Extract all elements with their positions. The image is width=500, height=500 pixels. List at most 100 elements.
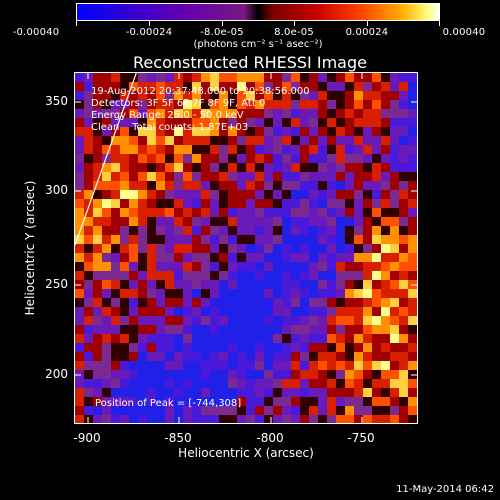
heatmap-cell (291, 397, 300, 406)
heatmap-cell (282, 208, 291, 217)
heatmap-cell (102, 91, 111, 100)
heatmap-cell (390, 352, 399, 361)
heatmap-cell (264, 415, 273, 423)
heatmap-cell (84, 370, 93, 379)
heatmap-cell (390, 406, 399, 415)
heatmap-cell (291, 208, 300, 217)
heatmap-cell (138, 298, 147, 307)
heatmap-cell (291, 100, 300, 109)
heatmap-cell (363, 271, 372, 280)
heatmap-cell (264, 136, 273, 145)
heatmap-cell (318, 73, 327, 82)
heatmap-cell (111, 235, 120, 244)
heatmap-cell (354, 280, 363, 289)
heatmap-cell (246, 235, 255, 244)
heatmap-cell (237, 298, 246, 307)
heatmap-cell (201, 217, 210, 226)
image-plot-area: 19-Aug-2012 20:37:48.000 to 20:38:56.000… (74, 72, 418, 424)
heatmap-cell (237, 109, 246, 118)
heatmap-cell (111, 253, 120, 262)
heatmap-cell (219, 199, 228, 208)
heatmap-cell (372, 370, 381, 379)
heatmap-cell (183, 136, 192, 145)
heatmap-cell (273, 406, 282, 415)
heatmap-cell (75, 181, 84, 190)
heatmap-cell (237, 235, 246, 244)
heatmap-cell (264, 190, 273, 199)
heatmap-cell (192, 127, 201, 136)
heatmap-cell (111, 397, 120, 406)
heatmap-cell (210, 82, 219, 91)
heatmap-cell (390, 190, 399, 199)
heatmap-cell (174, 244, 183, 253)
heatmap-cell (210, 199, 219, 208)
heatmap-cell (210, 379, 219, 388)
heatmap-cell (345, 334, 354, 343)
heatmap-cell (282, 163, 291, 172)
heatmap-cell (372, 82, 381, 91)
heatmap-cell (120, 82, 129, 91)
heatmap-cell (399, 145, 408, 154)
footer-timestamp: 11-May-2014 06:42 (396, 484, 494, 495)
heatmap-cell (111, 406, 120, 415)
heatmap-cell (408, 235, 417, 244)
heatmap-cell (183, 145, 192, 154)
heatmap-cell (201, 325, 210, 334)
heatmap-cell (75, 199, 84, 208)
heatmap-cell (300, 361, 309, 370)
heatmap-cell (264, 406, 273, 415)
heatmap-cell (174, 334, 183, 343)
heatmap-cell (156, 136, 165, 145)
heatmap-cell (120, 316, 129, 325)
heatmap-cell (327, 253, 336, 262)
heatmap-cell (165, 253, 174, 262)
heatmap-cell (129, 415, 138, 423)
heatmap-cell (246, 199, 255, 208)
heatmap-cell (255, 415, 264, 423)
heatmap-cell (309, 397, 318, 406)
heatmap-cell (219, 379, 228, 388)
heatmap-cell (336, 163, 345, 172)
heatmap-cell (111, 271, 120, 280)
heatmap-cell (165, 307, 174, 316)
heatmap-cell (327, 109, 336, 118)
heatmap-cell (93, 199, 102, 208)
heatmap-cell (147, 82, 156, 91)
heatmap-cell (75, 208, 84, 217)
heatmap-cell (84, 181, 93, 190)
heatmap-cell (336, 253, 345, 262)
heatmap-cell (210, 343, 219, 352)
heatmap-cell (381, 316, 390, 325)
heatmap-cell (327, 82, 336, 91)
heatmap-cell (93, 379, 102, 388)
heatmap-cell (273, 199, 282, 208)
heatmap-cell (228, 172, 237, 181)
heatmap-cell (219, 163, 228, 172)
heatmap-cell (345, 208, 354, 217)
heatmap-cell (219, 118, 228, 127)
heatmap-cell (156, 217, 165, 226)
heatmap-cell (309, 280, 318, 289)
heatmap-cell (345, 289, 354, 298)
heatmap-cell (93, 244, 102, 253)
heatmap-cell (156, 415, 165, 423)
heatmap-cells (75, 73, 417, 423)
heatmap-cell (75, 217, 84, 226)
heatmap-cell (75, 109, 84, 118)
heatmap-cell (255, 226, 264, 235)
heatmap-cell (138, 271, 147, 280)
heatmap-cell (93, 91, 102, 100)
heatmap-cell (183, 271, 192, 280)
heatmap-cell (408, 388, 417, 397)
heatmap-cell (282, 127, 291, 136)
heatmap-cell (345, 82, 354, 91)
heatmap-cell (120, 127, 129, 136)
heatmap-cell (336, 109, 345, 118)
heatmap-cell (210, 370, 219, 379)
heatmap-cell (219, 334, 228, 343)
heatmap-cell (381, 118, 390, 127)
heatmap-cell (336, 190, 345, 199)
heatmap-cell (372, 253, 381, 262)
heatmap-cell (120, 190, 129, 199)
heatmap-cell (408, 397, 417, 406)
